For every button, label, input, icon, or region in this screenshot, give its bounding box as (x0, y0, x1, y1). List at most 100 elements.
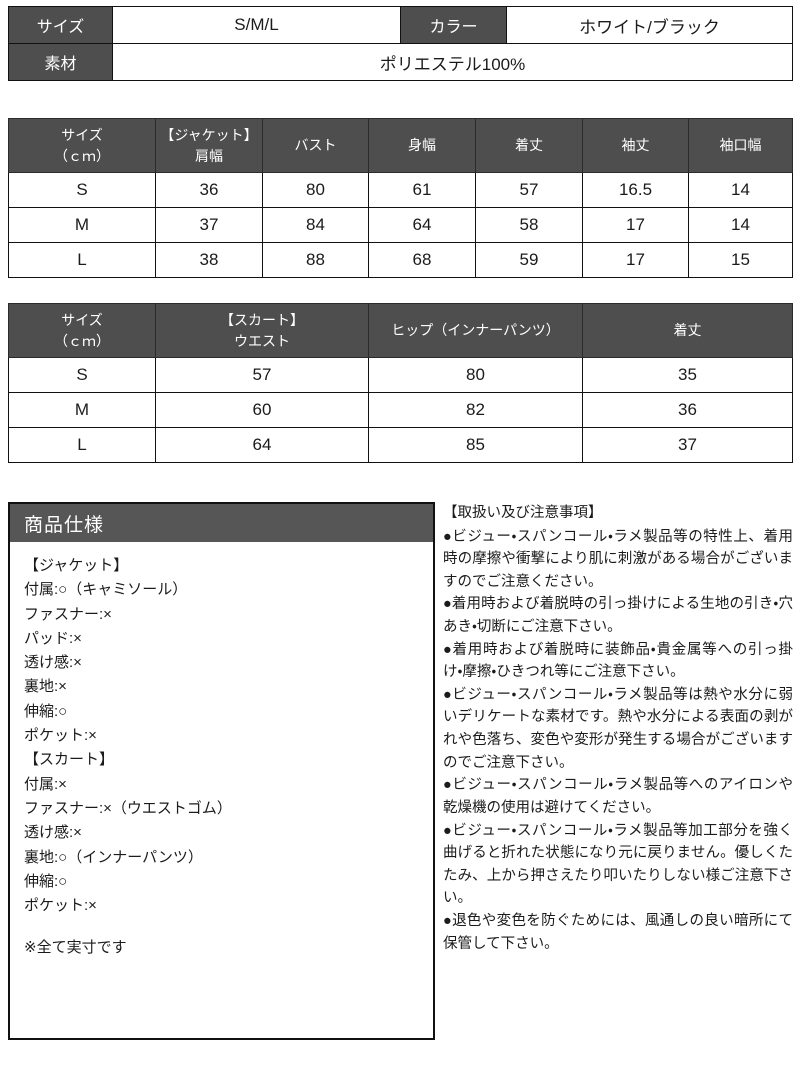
jacket-m-bust: 84 (262, 207, 369, 243)
jacket-header-shoulder: 【ジャケット】 肩幅 (155, 118, 263, 173)
handling-notes-title: 【取扱い及び注意事項】 (443, 505, 603, 521)
basic-value-material: ポリエステル100% (112, 43, 793, 81)
skirt-row-size-l: L (8, 427, 156, 463)
table-row: S 36 80 61 57 16.5 14 (8, 172, 793, 208)
basic-label-color: カラー (400, 6, 507, 44)
table-header-row: サイズ （ｃｍ） 【ジャケット】 肩幅 バスト (8, 118, 793, 173)
jacket-header-width: 身幅 (368, 118, 476, 173)
jacket-s-bust: 80 (262, 172, 369, 208)
spec-skirt-zipper: ファスナー:×（ウエストゴム） (24, 799, 232, 817)
spec-jacket-stretch: 伸縮:○ (24, 702, 68, 720)
product-spec-body: 【ジャケット】 付属:○（キャミソール） ファスナー:× パッド:× 透け感:×… (10, 542, 433, 961)
spec-jacket-attachment: 付属:○（キャミソール） (24, 581, 188, 599)
skirt-header-size-line1: サイズ (61, 312, 103, 329)
spec-jacket-sheerness: 透け感:× (24, 654, 82, 672)
jacket-header-width-label: 身幅 (408, 137, 436, 154)
skirt-l-hip: 85 (368, 427, 583, 463)
jacket-header-length: 着丈 (475, 118, 583, 173)
spec-skirt-lining: 裏地:○（インナーパンツ） (24, 848, 203, 866)
jacket-header-sleeve-label: 袖丈 (621, 137, 650, 154)
basic-label-material: 素材 (8, 43, 113, 81)
table-row: L 64 85 37 (8, 427, 793, 463)
handling-note-1: ●ビジュー・スパンコール・ラメ製品等の特性上、着用時の摩擦や衝撃により肌に刺激が… (443, 528, 793, 590)
skirt-s-length: 35 (582, 357, 793, 393)
table-row: 素材 ポリエステル100% (8, 43, 793, 81)
skirt-header-waist: 【スカート】 ウエスト (155, 303, 369, 358)
jacket-s-length: 57 (475, 172, 583, 208)
spec-footnote: ※全て実寸です (24, 939, 127, 957)
jacket-header-length-label: 着丈 (515, 137, 543, 154)
skirt-header-waist-label: ウエスト (234, 332, 290, 349)
jacket-header-size-line1: サイズ (61, 127, 103, 144)
jacket-l-length: 59 (475, 242, 583, 278)
skirt-header-size: サイズ （ｃｍ） (8, 303, 156, 358)
handling-notes-panel: 【取扱い及び注意事項】 ●ビジュー・スパンコール・ラメ製品等の特性上、着用時の摩… (443, 502, 793, 955)
spec-jacket-pad: パッド:× (24, 629, 82, 647)
spec-skirt-heading: 【スカート】 (24, 751, 115, 769)
product-spec-title: 商品仕様 (10, 504, 433, 542)
skirt-header-length-label: 着丈 (673, 322, 702, 339)
skirt-header-length: 着丈 (582, 303, 793, 358)
jacket-s-cuff: 14 (688, 172, 793, 208)
jacket-s-sleeve: 16.5 (582, 172, 689, 208)
table-header-row: サイズ （ｃｍ） 【スカート】 ウエスト ヒップ（インナーパンツ） (8, 303, 793, 358)
spec-skirt-stretch: 伸縮:○ (24, 872, 68, 890)
skirt-l-waist: 64 (155, 427, 369, 463)
jacket-l-sleeve: 17 (582, 242, 689, 278)
skirt-header-group-label: 【スカート】 (220, 312, 304, 329)
skirt-row-size-s: S (8, 357, 156, 393)
product-spec-panel: 商品仕様 【ジャケット】 付属:○（キャミソール） ファスナー:× パッド:× … (8, 502, 435, 1040)
jacket-header-bust: バスト (262, 118, 369, 173)
table-row: S 57 80 35 (8, 357, 793, 393)
skirt-size-table: サイズ （ｃｍ） 【スカート】 ウエスト ヒップ（インナーパンツ） (8, 303, 793, 463)
skirt-row-size-m: M (8, 392, 156, 428)
spec-skirt-attachment: 付属:× (24, 775, 67, 793)
handling-note-4: ●ビジュー・スパンコール・ラメ製品等は熱や水分に弱いデリケートな素材です。熱や水… (443, 686, 793, 771)
jacket-l-cuff: 15 (688, 242, 793, 278)
skirt-header-hip: ヒップ（インナーパンツ） (368, 303, 583, 358)
spec-jacket-heading: 【ジャケット】 (24, 557, 129, 574)
handling-note-6: ●ビジュー・スパンコール・ラメ製品等加工部分を強く曲げると折れた状態になり元に戻… (443, 822, 793, 907)
skirt-header-size-line2: （ｃｍ） (54, 332, 110, 349)
jacket-row-size-m: M (8, 207, 156, 243)
jacket-header-size-line2: （ｃｍ） (54, 147, 110, 164)
basic-label-size: サイズ (8, 6, 113, 44)
jacket-s-shoulder: 36 (155, 172, 263, 208)
jacket-m-width: 64 (368, 207, 476, 243)
jacket-m-length: 58 (475, 207, 583, 243)
handling-note-5: ●ビジュー・スパンコール・ラメ製品等へのアイロンや乾燥機の使用は避けてください。 (443, 777, 793, 816)
skirt-m-length: 36 (582, 392, 793, 428)
jacket-row-size-l: L (8, 242, 156, 278)
spec-jacket-lining: 裏地:× (24, 678, 67, 696)
skirt-m-hip: 82 (368, 392, 583, 428)
jacket-row-size-s: S (8, 172, 156, 208)
skirt-s-waist: 57 (155, 357, 369, 393)
jacket-header-sleeve: 袖丈 (582, 118, 689, 173)
jacket-l-shoulder: 38 (155, 242, 263, 278)
handling-note-3: ●着用時および着脱時に装飾品・貴金属等への引っ掛け・摩擦・ひきつれ等にご注意下さ… (443, 641, 793, 681)
jacket-m-cuff: 14 (688, 207, 793, 243)
spec-skirt-pocket: ポケット:× (24, 897, 97, 915)
jacket-header-size: サイズ （ｃｍ） (8, 118, 156, 173)
jacket-m-shoulder: 37 (155, 207, 263, 243)
spec-jacket-pocket: ポケット:× (24, 727, 97, 745)
handling-note-2: ●着用時および着脱時の引っ掛けによる生地の引き・穴あき・切断にご注意下さい。 (443, 596, 793, 636)
jacket-size-table: サイズ （ｃｍ） 【ジャケット】 肩幅 バスト (8, 118, 793, 278)
table-row: L 38 88 68 59 17 15 (8, 242, 793, 278)
jacket-header-group-label: 【ジャケット】 (160, 127, 258, 144)
skirt-s-hip: 80 (368, 357, 583, 393)
jacket-s-width: 61 (368, 172, 476, 208)
basic-info-table: サイズ S/M/L カラー ホワイト/ブラック 素材 ポリエステル100% (8, 6, 793, 81)
spec-jacket-zipper: ファスナー:× (24, 605, 112, 623)
table-row: M 60 82 36 (8, 392, 793, 428)
table-row: M 37 84 64 58 17 14 (8, 207, 793, 243)
jacket-header-bust-label: バスト (294, 137, 337, 154)
handling-note-7: ●退色や変色を防ぐためには、風通しの良い暗所にて保管して下さい。 (443, 912, 793, 952)
jacket-l-width: 68 (368, 242, 476, 278)
spec-spacer (24, 918, 433, 936)
jacket-l-bust: 88 (262, 242, 369, 278)
basic-value-size: S/M/L (112, 6, 401, 44)
table-row: サイズ S/M/L カラー ホワイト/ブラック (8, 6, 793, 44)
spec-skirt-sheerness: 透け感:× (24, 824, 82, 842)
